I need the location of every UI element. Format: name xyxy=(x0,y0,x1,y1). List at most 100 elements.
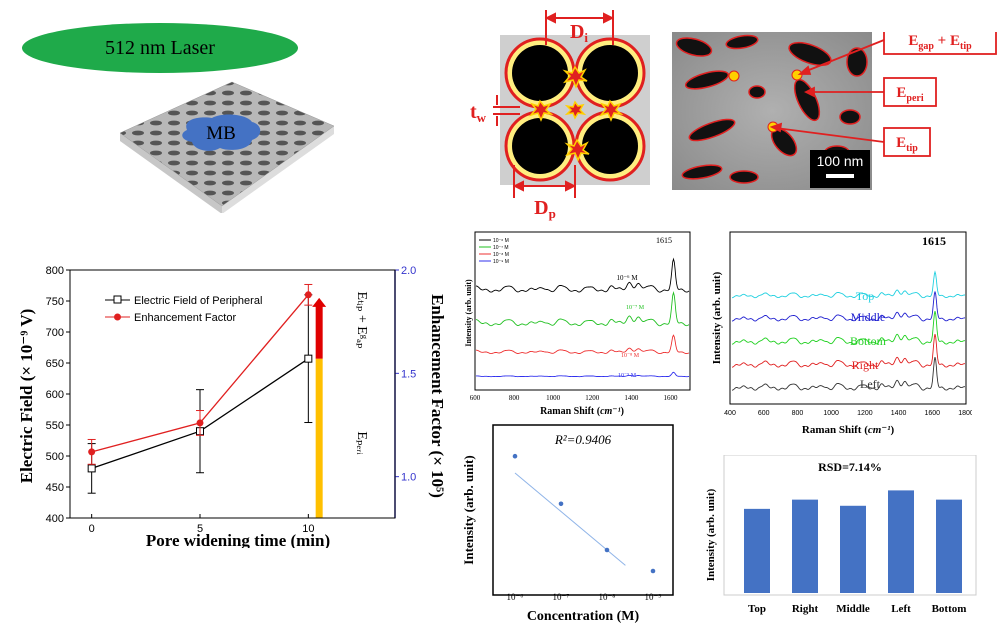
legend-enhancement: Enhancement Factor xyxy=(134,312,236,324)
y-tick-label-700: 700 xyxy=(46,327,64,339)
dp-label: Dp xyxy=(534,197,556,221)
spectra-x-tick: 1400 xyxy=(624,394,639,402)
conc-frame xyxy=(492,424,674,596)
svg-text:10⁻⁶ M: 10⁻⁶ M xyxy=(493,238,509,244)
field-y2label: Enhancement Factor (× 10⁵) xyxy=(428,294,447,498)
conc-r2: R²=0.9406 xyxy=(554,432,612,447)
sem-image: 100 nm Egap + Etip Eperi Etip xyxy=(672,32,997,190)
field-ylabel: Electric Field (× 10⁻⁹ V) xyxy=(17,309,36,484)
spectrum-2 xyxy=(731,310,965,345)
y-tick-label-400: 400 xyxy=(46,513,64,525)
uniformity-x-tick: 400 xyxy=(724,410,736,417)
spectra-x-tick: 1600 xyxy=(663,394,678,402)
spectra-xlabel: Raman Shift (cm⁻¹) xyxy=(540,406,624,417)
bar-label-left: Left xyxy=(891,603,911,615)
label-middle: Middle xyxy=(851,310,886,324)
di-dimension xyxy=(544,10,615,45)
scale-bar-label: 100 nm xyxy=(817,153,864,169)
label-left: Left xyxy=(860,377,881,391)
x-tick-label-10: 10 xyxy=(302,523,314,535)
data-point xyxy=(196,419,204,427)
callout-gap-tip-box xyxy=(883,32,997,55)
uniformity-x-tick: 1800 xyxy=(958,410,972,417)
y-tick-label-600: 600 xyxy=(46,389,64,401)
uniformity-x-tick: 1400 xyxy=(891,410,907,417)
laser-ellipse xyxy=(22,23,298,73)
uniformity-x-tick: 800 xyxy=(792,410,804,417)
spectrum-3 xyxy=(731,333,965,368)
x-tick-label-5: 5 xyxy=(197,523,203,535)
scale-bar-box xyxy=(810,150,870,188)
field-xlabel: Pore widening time (min) xyxy=(146,531,330,548)
conc-x-tick: 10⁻⁷ xyxy=(553,592,570,602)
spectra-trace-label-6: 10⁻⁶ M xyxy=(616,274,638,282)
spectra-x-tick: 1000 xyxy=(546,394,561,402)
y-tick-label-550: 550 xyxy=(46,420,64,432)
scatter-point xyxy=(604,547,610,553)
spectrum-0 xyxy=(475,257,690,293)
concentration-chart: R²=0.9406 10⁻⁶ 10⁻⁷ 10⁻⁸ 10⁻⁹ Intensity (ar… xyxy=(461,424,674,624)
callout-tip-box xyxy=(883,127,931,157)
spectra-legend: 10⁻⁶ M 10⁻⁷ M 10⁻⁸ M 10⁻⁹ M xyxy=(479,238,509,265)
y-tick-label-750: 750 xyxy=(46,296,64,308)
uniformity-x-tick: 1000 xyxy=(823,410,839,417)
svg-text:10⁻⁸ M: 10⁻⁸ M xyxy=(493,252,509,258)
bar-arrowhead xyxy=(312,297,327,307)
bar-middle xyxy=(840,505,866,593)
y2-tick-label-2: 2.0 xyxy=(401,265,416,277)
scatter-point xyxy=(650,568,656,574)
label-right: Right xyxy=(852,358,879,372)
mb-spot xyxy=(182,114,261,151)
spectrum-1 xyxy=(475,291,690,327)
label-top: Top xyxy=(856,289,875,303)
callout-gap-tip: Egap + Etip xyxy=(908,33,972,52)
bar-label-middle: Middle xyxy=(836,603,870,615)
uniformity-x-tick: 600 xyxy=(758,410,770,417)
pore-schematic: Di Dp tw xyxy=(470,10,650,221)
svg-text:10⁻⁹ M: 10⁻⁹ M xyxy=(493,259,509,265)
bar-label-bottom: Bottom xyxy=(932,603,967,615)
rsd-chart: RSD=7.14% Top Right Middle Left Bottom Inten… xyxy=(705,455,977,615)
uniformity-traces xyxy=(731,270,966,391)
scale-bar xyxy=(826,174,854,178)
data-point xyxy=(88,448,96,456)
uniformity-ylabel: Intensity (arb. unit) xyxy=(711,271,723,364)
x-tick-label-0: 0 xyxy=(89,523,95,535)
y2-tick-label-1.5: 1.5 xyxy=(401,368,416,380)
spectra-chart: 600 800 1000 1200 1400 1600 10⁻⁶ M 10⁻⁷ M 10⁻… xyxy=(465,231,691,417)
tw-label: tw xyxy=(470,101,487,125)
y-tick-label-800: 800 xyxy=(46,265,64,277)
spectrum-1 xyxy=(731,291,966,322)
y-tick-label-650: 650 xyxy=(46,358,64,370)
svg-text:10⁻⁷ M: 10⁻⁷ M xyxy=(493,245,509,251)
uniformity-frame xyxy=(729,231,967,405)
y2-tick-label-1: 1.0 xyxy=(401,472,416,484)
data-point xyxy=(304,291,312,299)
conc-ylabel: Intensity (arb. unit) xyxy=(461,455,476,564)
spectra-trace-label-8: 10⁻⁸ M xyxy=(621,353,640,359)
bar-label-right: Right xyxy=(792,603,819,615)
spectra-x-tick: 1200 xyxy=(585,394,600,402)
dp-dimension xyxy=(512,165,577,198)
conc-plot: 10⁻⁶ 10⁻⁷ 10⁻⁸ 10⁻⁹ xyxy=(507,453,661,602)
callout-tip: Etip xyxy=(896,135,918,154)
rsd-bars: Top Right Middle Left Bottom xyxy=(744,490,966,615)
rsd-title: RSD=7.14% xyxy=(818,460,882,474)
spectra-trace-label-9: 10⁻⁹ M xyxy=(618,373,637,379)
uniformity-chart: 400 600 800 1000 1200 1400 1600 1800 1615 Top M… xyxy=(711,231,972,436)
conc-x-tick: 10⁻⁶ xyxy=(507,592,524,602)
spectra-ylabel: Intensity (arb. unit) xyxy=(465,279,473,347)
bar-peri-segment xyxy=(315,358,323,518)
field-right-ticks: 1.0 1.5 2.0 xyxy=(394,265,416,518)
substrate-side xyxy=(120,133,222,213)
uniformity-xlabel: Raman Shift (cm⁻¹) xyxy=(802,424,895,436)
bar-tipgap-segment xyxy=(315,305,323,359)
laser-label: 512 nm Laser xyxy=(105,37,215,59)
label-bottom: Bottom xyxy=(850,334,887,348)
uniformity-x-ticks: 400 600 800 1000 1200 1400 1600 1800 xyxy=(724,410,972,417)
scatter-point xyxy=(558,501,564,507)
legend-electric-field: Electric Field of Peripheral xyxy=(134,295,262,307)
field-left-ticks: 400 450 500 550 600 650 700 750 800 xyxy=(46,265,70,525)
scatter-point xyxy=(512,453,518,459)
substrate-side-2 xyxy=(222,126,334,213)
